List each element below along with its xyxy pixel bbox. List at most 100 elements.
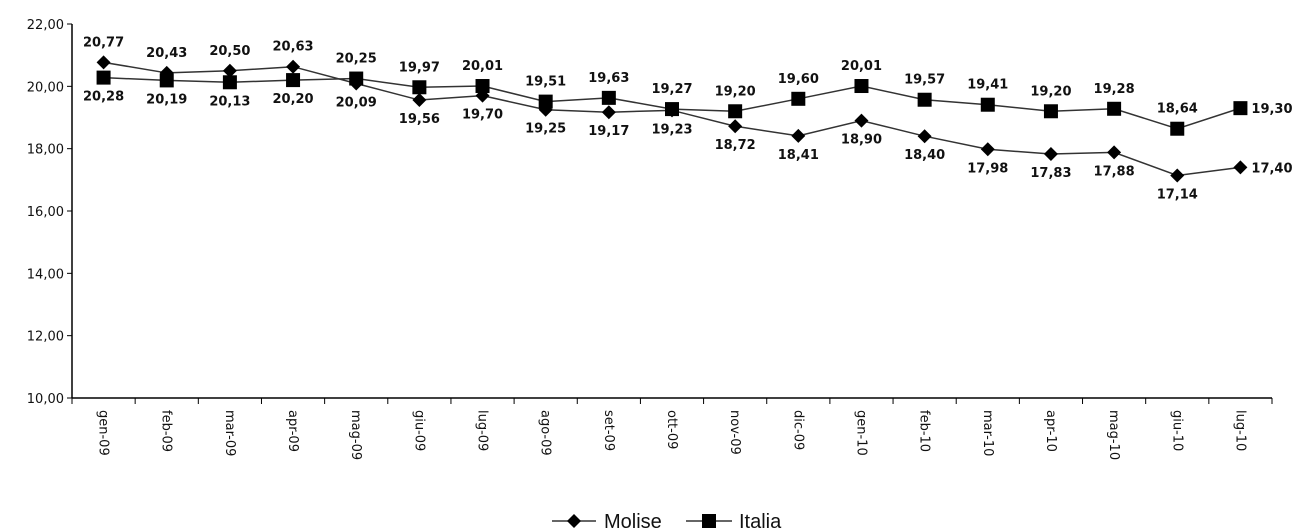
data-label-italia: 19,30	[1251, 102, 1292, 117]
x-tick-label: ago-09	[538, 410, 553, 456]
data-label-italia: 19,28	[1094, 82, 1135, 97]
x-tick-label: lug-10	[1232, 410, 1247, 451]
data-point-molise	[854, 113, 869, 128]
data-point-italia	[159, 73, 174, 88]
data-point-italia	[601, 90, 616, 105]
data-label-molise: 19,70	[462, 108, 503, 123]
data-label-molise: 19,56	[399, 112, 440, 127]
data-label-italia: 18,64	[1157, 102, 1198, 117]
x-tick-label: mag-09	[348, 410, 363, 460]
data-label-italia: 20,28	[83, 90, 124, 105]
data-label-molise: 19,25	[525, 122, 566, 137]
data-label-molise: 17,83	[1030, 166, 1071, 181]
data-label-molise: 17,88	[1094, 164, 1135, 179]
x-tick-label: feb-09	[159, 410, 174, 452]
data-point-molise	[222, 63, 237, 78]
data-point-italia	[1107, 101, 1122, 116]
data-point-italia	[1170, 121, 1185, 136]
data-label-molise: 17,40	[1251, 161, 1292, 176]
data-labels: 20,77 20,28 20,43 20,19 20,50 20,13 20,63 20,20…	[83, 35, 1293, 202]
data-point-molise	[728, 119, 743, 134]
x-tick-label: mar-09	[222, 410, 237, 456]
y-tick-label: 10,00	[27, 392, 64, 407]
data-point-molise	[412, 93, 427, 108]
x-tick-label: feb-10	[917, 410, 932, 452]
y-tick-label: 20,00	[27, 80, 64, 95]
data-point-molise	[601, 105, 616, 120]
x-tick-label: gen-09	[96, 410, 111, 456]
data-label-italia: 20,13	[209, 94, 250, 109]
data-point-italia	[286, 73, 301, 88]
y-tick-label: 18,00	[27, 143, 64, 158]
x-axis-ticks: gen-09 feb-09 mar-09 apr-09 mag-09 giu-09 lug-…	[71, 398, 1273, 460]
data-point-italia	[665, 102, 679, 117]
x-tick-label: apr-09	[285, 410, 300, 452]
data-point-italia	[791, 91, 806, 106]
x-tick-label: nov-09	[727, 410, 742, 455]
data-label-molise: 20,43	[146, 46, 187, 61]
y-tick-label: 14,00	[27, 267, 64, 282]
chart-series	[96, 55, 1248, 183]
data-point-italia	[980, 97, 995, 112]
data-label-molise: 17,14	[1157, 187, 1198, 202]
data-point-italia	[412, 80, 427, 95]
data-point-molise	[1107, 145, 1122, 160]
x-tick-label: giu-09	[411, 410, 426, 451]
data-point-molise	[96, 55, 111, 70]
y-tick-label: 22,00	[27, 18, 64, 33]
x-tick-label: dic-09	[790, 410, 805, 450]
data-point-italia	[96, 70, 111, 85]
data-label-italia: 20,01	[462, 59, 503, 74]
x-tick-label: apr-10	[1043, 410, 1058, 452]
x-tick-label: mar-10	[980, 410, 995, 456]
x-tick-label: ott-09	[664, 410, 679, 449]
data-point-italia	[538, 94, 553, 109]
data-point-molise	[1233, 160, 1248, 175]
data-label-italia: 19,27	[651, 82, 692, 97]
data-label-italia: 20,01	[841, 59, 882, 74]
data-label-molise: 20,63	[272, 40, 313, 55]
data-label-italia: 20,25	[336, 52, 377, 67]
data-label-molise: 17,98	[967, 161, 1008, 176]
x-tick-label: lug-09	[475, 410, 490, 451]
data-label-italia: 19,20	[715, 84, 756, 99]
data-label-molise: 18,41	[778, 148, 819, 163]
data-label-molise: 18,90	[841, 133, 882, 148]
data-label-molise: 18,40	[904, 148, 945, 163]
data-label-molise: 19,23	[651, 122, 692, 137]
data-label-molise: 18,72	[715, 138, 756, 153]
data-point-molise	[791, 128, 806, 143]
y-tick-label: 12,00	[27, 330, 64, 345]
data-point-molise	[1043, 146, 1058, 161]
series-line-molise	[103, 61, 1241, 177]
legend: Molise Italia	[552, 511, 782, 532]
data-point-molise	[980, 142, 995, 157]
data-label-molise: 20,09	[336, 96, 377, 111]
chart-axes	[71, 24, 1272, 399]
data-point-italia	[854, 79, 869, 94]
data-point-italia	[917, 92, 932, 107]
data-point-italia	[475, 79, 490, 94]
data-label-italia: 19,41	[967, 78, 1008, 93]
y-axis-ticks: 10,00 12,00 14,00 16,00 18,00 20,00 22,00	[27, 18, 72, 407]
x-tick-label: giu-10	[1169, 410, 1184, 451]
legend-label-italia: Italia	[739, 511, 782, 532]
data-label-molise: 19,17	[588, 124, 629, 139]
legend-marker-molise-diamond-icon	[567, 514, 581, 528]
data-label-italia: 19,51	[525, 75, 566, 90]
data-point-molise	[286, 59, 301, 74]
x-tick-label: gen-10	[853, 410, 868, 456]
data-point-italia	[728, 104, 743, 119]
data-point-italia	[349, 71, 364, 86]
data-label-italia: 19,60	[778, 72, 819, 87]
data-point-italia	[1233, 101, 1248, 116]
y-tick-label: 16,00	[27, 205, 64, 220]
data-point-italia	[1043, 104, 1058, 119]
data-label-molise: 20,77	[83, 35, 124, 50]
data-label-italia: 20,19	[146, 92, 187, 107]
data-label-italia: 20,20	[272, 92, 313, 107]
data-label-molise: 20,50	[209, 44, 250, 59]
legend-marker-italia-square-icon	[702, 514, 716, 528]
data-point-italia	[222, 75, 237, 90]
